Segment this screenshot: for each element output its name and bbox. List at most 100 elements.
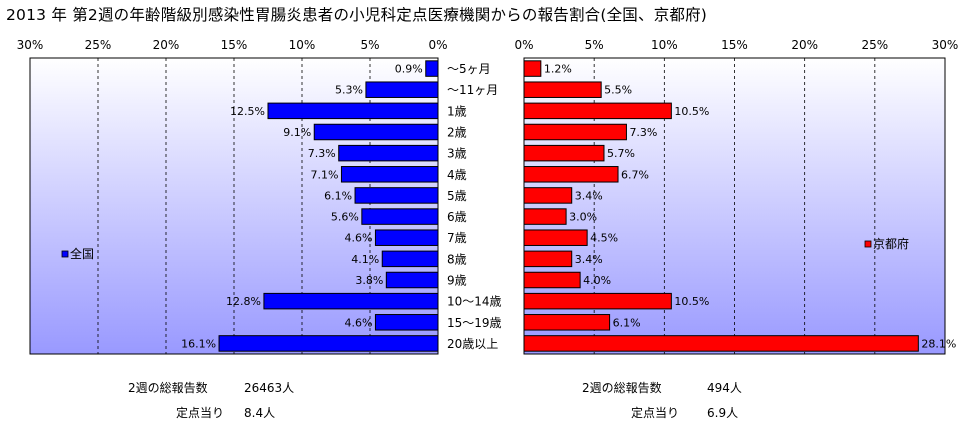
right-tick-label: 25% <box>861 38 888 52</box>
left-per-value: 8.4人 <box>244 406 276 420</box>
right-tick-label: 0% <box>514 38 533 52</box>
category-label: 1歳 <box>447 104 467 118</box>
right-bar-label: 28.1% <box>921 337 956 350</box>
right-bar <box>523 314 611 331</box>
legend-left-swatch <box>61 250 69 258</box>
category-label: 8歳 <box>447 252 467 266</box>
left-bar-label: 4.6% <box>344 316 372 329</box>
left-bar-label: 3.8% <box>355 274 383 287</box>
category-label: 4歳 <box>447 168 467 182</box>
left-bar-label: 0.9% <box>395 63 423 76</box>
right-bar-label: 5.7% <box>607 147 635 160</box>
legend-right-label: 京都府 <box>873 236 909 251</box>
category-label: 2歳 <box>447 126 467 140</box>
left-bar-label: 16.1% <box>181 337 216 350</box>
left-bar <box>218 335 439 352</box>
right-bar <box>523 250 573 268</box>
right-bar-label: 10.5% <box>674 295 709 308</box>
left-tick-label: 0% <box>428 38 447 52</box>
category-label: 5歳 <box>447 189 467 203</box>
left-bar <box>338 144 439 162</box>
right-tick-label: 15% <box>721 38 748 52</box>
left-bar <box>313 123 439 141</box>
right-bar <box>523 123 627 141</box>
chart-title: 2013 年 第2週の年齢階級別感染性胃腸炎患者の小児科定点医療機関からの報告割… <box>6 6 708 24</box>
left-bar <box>263 292 439 310</box>
right-bar <box>523 292 672 310</box>
category-label: 10〜14歳 <box>447 295 502 309</box>
right-bar-label: 3.0% <box>569 211 597 224</box>
category-label: 6歳 <box>447 210 467 224</box>
left-bar-label: 7.1% <box>310 168 338 181</box>
right-per-label: 定点当り <box>631 406 680 420</box>
right-bar <box>523 144 605 162</box>
right-bar <box>523 81 602 98</box>
right-bar-label: 4.0% <box>583 274 611 287</box>
left-bar <box>365 81 439 98</box>
right-tick-label: 5% <box>585 38 604 52</box>
left-plot-border <box>29 57 439 355</box>
left-total-value: 26463人 <box>244 381 295 395</box>
left-bar <box>361 208 439 225</box>
left-bar <box>385 271 439 289</box>
left-tick-label: 25% <box>85 38 112 52</box>
right-tick-label: 10% <box>651 38 678 52</box>
right-total-value: 494人 <box>707 381 742 395</box>
left-bar <box>374 314 439 331</box>
right-bar <box>523 208 567 225</box>
left-bar <box>374 229 439 246</box>
right-bar-label: 1.2% <box>544 63 572 76</box>
right-bar-label: 7.3% <box>629 126 657 139</box>
left-bar <box>267 102 439 120</box>
right-tick-label: 30% <box>932 38 959 52</box>
left-bar-label: 12.8% <box>226 295 261 308</box>
left-total-label: 2週の総報告数 <box>128 381 208 395</box>
left-tick-label: 15% <box>221 38 248 52</box>
right-tick-label: 20% <box>791 38 818 52</box>
left-bar-label: 12.5% <box>230 105 265 118</box>
right-bar-label: 4.5% <box>590 232 618 245</box>
legend-left-label: 全国 <box>70 246 94 261</box>
left-bar-label: 9.1% <box>283 126 311 139</box>
right-bar <box>523 60 542 77</box>
left-tick-label: 20% <box>153 38 180 52</box>
right-bar-label: 10.5% <box>674 105 709 118</box>
right-bar-label: 3.4% <box>575 189 603 202</box>
left-bar-label: 4.1% <box>351 253 379 266</box>
left-tick-label: 30% <box>17 38 44 52</box>
right-bar-label: 6.1% <box>613 316 641 329</box>
right-bar-label: 5.5% <box>604 84 632 97</box>
right-total-label: 2週の総報告数 <box>582 381 662 395</box>
category-label: 20歳以上 <box>447 337 498 351</box>
left-bar-label: 5.6% <box>331 211 359 224</box>
left-bar <box>340 166 439 183</box>
left-bar-label: 4.6% <box>344 232 372 245</box>
right-bar <box>523 166 619 183</box>
left-bar-label: 5.3% <box>335 84 363 97</box>
left-bar-label: 7.3% <box>308 147 336 160</box>
left-per-label: 定点当り <box>176 406 225 420</box>
left-tick-label: 10% <box>289 38 316 52</box>
right-per-value: 6.9人 <box>707 406 739 420</box>
left-tick-label: 5% <box>360 38 379 52</box>
left-bar <box>425 60 439 77</box>
right-bar-label: 6.7% <box>621 168 649 181</box>
category-label: 3歳 <box>447 147 467 161</box>
category-label: 〜11ヶ月 <box>447 83 498 97</box>
category-label: 15〜19歳 <box>447 316 502 330</box>
right-bar <box>523 102 672 120</box>
category-label: 9歳 <box>447 274 467 288</box>
right-bar <box>523 271 581 289</box>
left-bar <box>381 250 439 268</box>
right-plot-border <box>523 57 946 355</box>
category-label: 〜5ヶ月 <box>447 62 491 76</box>
right-bar <box>523 187 573 204</box>
right-bar-label: 3.4% <box>575 253 603 266</box>
legend-right-swatch <box>864 240 872 248</box>
left-bar <box>354 187 439 204</box>
category-label: 7歳 <box>447 231 467 245</box>
right-bar <box>523 335 919 352</box>
right-bar <box>523 229 588 246</box>
